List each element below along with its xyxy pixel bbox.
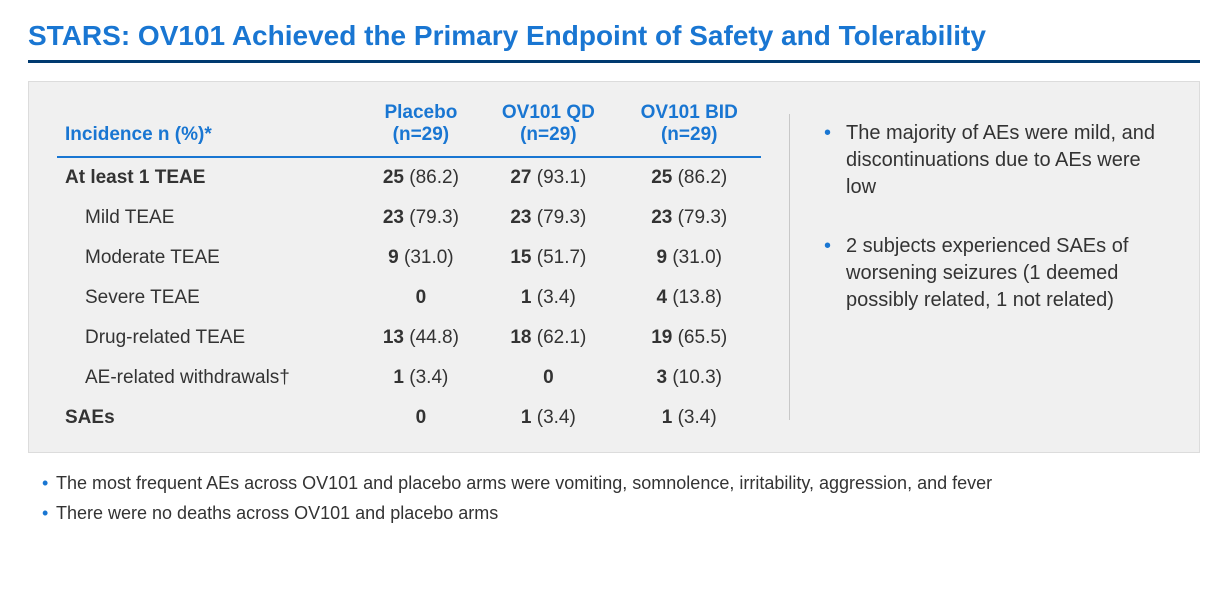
table-row: AE-related withdrawals†1 (3.4)03 (10.3)	[57, 358, 761, 398]
cell-pct: (13.8)	[672, 287, 722, 308]
header-col-0-name: Placebo	[384, 102, 457, 123]
side-bullet: The majority of AEs were mild, and disco…	[824, 120, 1165, 201]
cell-pct: (10.3)	[672, 367, 722, 388]
header-col-1-name: OV101 QD	[502, 102, 595, 123]
table-head: Incidence n (%)* Placebo (n=29) OV101 QD…	[57, 96, 761, 157]
cell: 18 (62.1)	[479, 318, 617, 358]
cell-n: 19	[651, 327, 672, 348]
cell: 25 (86.2)	[617, 157, 761, 198]
cell: 27 (93.1)	[479, 157, 617, 198]
cell-pct: (44.8)	[409, 327, 459, 348]
footnotes: The most frequent AEs across OV101 and p…	[28, 471, 1200, 526]
cell-n: 1	[662, 407, 673, 428]
table-region: Incidence n (%)* Placebo (n=29) OV101 QD…	[29, 96, 789, 438]
row-label: SAEs	[57, 398, 363, 438]
table-row: Drug-related TEAE13 (44.8)18 (62.1)19 (6…	[57, 318, 761, 358]
cell: 3 (10.3)	[617, 358, 761, 398]
cell-n: 23	[383, 207, 404, 228]
cell: 19 (65.5)	[617, 318, 761, 358]
cell-n: 9	[656, 247, 667, 268]
table-row: Mild TEAE23 (79.3)23 (79.3)23 (79.3)	[57, 198, 761, 238]
row-label: Drug-related TEAE	[57, 318, 363, 358]
cell-n: 1	[393, 367, 404, 388]
side-notes: The majority of AEs were mild, and disco…	[790, 96, 1199, 438]
teae-table: Incidence n (%)* Placebo (n=29) OV101 QD…	[57, 96, 761, 438]
header-rowlabel: Incidence n (%)*	[57, 96, 363, 157]
cell-n: 1	[521, 287, 532, 308]
cell-pct: (3.4)	[678, 407, 717, 428]
cell-pct: (79.3)	[409, 207, 459, 228]
cell-n: 25	[651, 167, 672, 188]
cell-pct: (62.1)	[537, 327, 587, 348]
cell-n: 3	[656, 367, 667, 388]
content-panel: Incidence n (%)* Placebo (n=29) OV101 QD…	[28, 81, 1200, 453]
table-row: SAEs01 (3.4)1 (3.4)	[57, 398, 761, 438]
cell: 1 (3.4)	[617, 398, 761, 438]
cell: 1 (3.4)	[363, 358, 480, 398]
footnote: The most frequent AEs across OV101 and p…	[42, 471, 1200, 495]
slide-title: STARS: OV101 Achieved the Primary Endpoi…	[28, 20, 1200, 52]
cell: 1 (3.4)	[479, 278, 617, 318]
table-row: Severe TEAE01 (3.4)4 (13.8)	[57, 278, 761, 318]
table-body: At least 1 TEAE25 (86.2)27 (93.1)25 (86.…	[57, 157, 761, 438]
cell-n: 4	[656, 287, 667, 308]
row-label: AE-related withdrawals†	[57, 358, 363, 398]
cell-n: 1	[521, 407, 532, 428]
header-col-2: OV101 BID (n=29)	[617, 96, 761, 157]
cell: 0	[479, 358, 617, 398]
cell-n: 25	[383, 167, 404, 188]
cell: 9 (31.0)	[617, 238, 761, 278]
cell: 23 (79.3)	[617, 198, 761, 238]
header-col-2-name: OV101 BID	[641, 102, 738, 123]
cell-pct: (3.4)	[537, 407, 576, 428]
cell-pct: (51.7)	[537, 247, 587, 268]
side-bullet-list: The majority of AEs were mild, and disco…	[824, 120, 1165, 314]
header-col-1: OV101 QD (n=29)	[479, 96, 617, 157]
cell-pct: (86.2)	[409, 167, 459, 188]
table-row: At least 1 TEAE25 (86.2)27 (93.1)25 (86.…	[57, 157, 761, 198]
cell-n: 9	[388, 247, 399, 268]
side-bullet: 2 subjects experienced SAEs of worsening…	[824, 233, 1165, 314]
cell-pct: (86.2)	[678, 167, 728, 188]
cell-n: 15	[510, 247, 531, 268]
cell: 13 (44.8)	[363, 318, 480, 358]
cell-n: 27	[510, 167, 531, 188]
cell-n: 0	[543, 367, 554, 388]
cell: 4 (13.8)	[617, 278, 761, 318]
cell: 23 (79.3)	[363, 198, 480, 238]
row-label: Severe TEAE	[57, 278, 363, 318]
header-col-1-n: (n=29)	[520, 124, 577, 145]
cell: 1 (3.4)	[479, 398, 617, 438]
table-row: Moderate TEAE9 (31.0)15 (51.7)9 (31.0)	[57, 238, 761, 278]
cell: 23 (79.3)	[479, 198, 617, 238]
cell-n: 13	[383, 327, 404, 348]
cell: 25 (86.2)	[363, 157, 480, 198]
cell-n: 23	[510, 207, 531, 228]
row-label: Mild TEAE	[57, 198, 363, 238]
cell-pct: (93.1)	[537, 167, 587, 188]
cell-pct: (3.4)	[409, 367, 448, 388]
cell-n: 0	[416, 287, 427, 308]
title-underline	[28, 60, 1200, 63]
cell-n: 18	[510, 327, 531, 348]
cell-n: 0	[416, 407, 427, 428]
footnote: There were no deaths across OV101 and pl…	[42, 501, 1200, 525]
cell: 0	[363, 398, 480, 438]
row-label: Moderate TEAE	[57, 238, 363, 278]
cell-pct: (31.0)	[672, 247, 722, 268]
cell: 15 (51.7)	[479, 238, 617, 278]
cell-pct: (31.0)	[404, 247, 454, 268]
header-col-0-n: (n=29)	[393, 124, 450, 145]
cell: 0	[363, 278, 480, 318]
cell-pct: (3.4)	[537, 287, 576, 308]
cell-pct: (65.5)	[678, 327, 728, 348]
header-col-0: Placebo (n=29)	[363, 96, 480, 157]
cell-pct: (79.3)	[678, 207, 728, 228]
cell-n: 23	[651, 207, 672, 228]
cell-pct: (79.3)	[537, 207, 587, 228]
header-col-2-n: (n=29)	[661, 124, 718, 145]
cell: 9 (31.0)	[363, 238, 480, 278]
row-label: At least 1 TEAE	[57, 157, 363, 198]
